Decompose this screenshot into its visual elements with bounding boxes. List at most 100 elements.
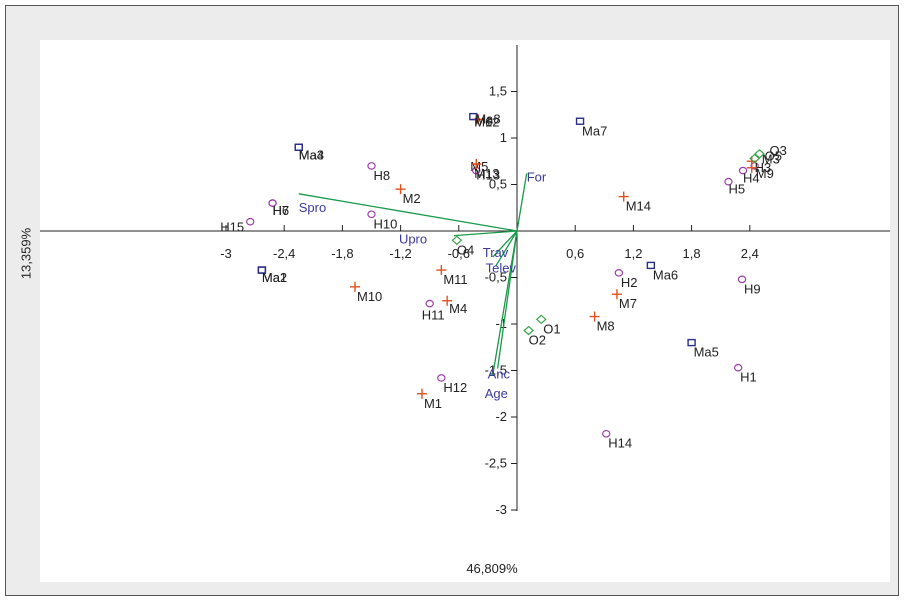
point-label: Ma6 (653, 267, 678, 282)
point-label: M7 (619, 296, 637, 311)
point-label: H7 (273, 203, 290, 218)
x-tick-label: 1,2 (624, 246, 642, 261)
point-marker-square (257, 266, 267, 274)
point-label: H2 (621, 275, 638, 290)
point-marker-circle (246, 217, 255, 226)
point-label: H9 (744, 281, 761, 296)
point-label: M4 (449, 301, 467, 316)
x-tick-label: 2,4 (741, 246, 759, 261)
point-label: Ma2 (262, 270, 287, 285)
point-marker-plus (436, 265, 447, 276)
variable-label: Upro (399, 232, 427, 247)
scatter-chart: -3 -2,4 -1,8 -1,2 -0,6 0,6 1,2 1,8 2,4 1,5 1 0,5 -0,… (40, 45, 890, 517)
point-marker-plus (471, 159, 482, 170)
point-label: Ma5 (694, 345, 719, 360)
y-axis-title: 13,359% (18, 227, 34, 280)
point-marker-square (294, 143, 303, 152)
point-marker-circle (367, 210, 376, 219)
point-marker-diamond (535, 314, 547, 325)
point-marker-square (575, 117, 585, 125)
variable-label: Trav (483, 245, 509, 260)
point-label: M10 (357, 289, 382, 304)
point-label: H11 (422, 308, 445, 323)
point-label: O4 (457, 242, 474, 257)
point-label: M1 (424, 396, 442, 411)
point-label: H12 (443, 380, 467, 395)
point-marker-diamond (451, 235, 463, 246)
point-label: Ma7 (582, 123, 607, 138)
point-marker-plus (442, 295, 453, 306)
point-label: O1 (543, 321, 560, 336)
point-marker-circle (738, 166, 748, 175)
y-tick-label: 1 (500, 130, 507, 145)
point-marker-plus (395, 184, 406, 195)
point-marker-diamond (749, 153, 761, 164)
point-marker-plus (618, 191, 629, 202)
point-label: O5 (765, 148, 782, 163)
variable-label: Spro (299, 200, 326, 215)
point-marker-circle (724, 177, 733, 186)
variable-arrow (453, 230, 518, 237)
point-label: H3 (755, 160, 772, 175)
point-label: H1 (740, 370, 757, 385)
y-tick-label: -2,5 (485, 456, 507, 471)
point-marker-square (687, 338, 696, 347)
y-tick-label: 0,5 (489, 177, 507, 192)
point-label: M13 (474, 166, 499, 181)
point-marker-circle (268, 199, 277, 207)
point-marker-circle (614, 269, 624, 277)
x-tick-label: 1,8 (683, 246, 701, 261)
x-tick-label: -2,4 (273, 246, 295, 261)
x-tick-label: -1,2 (389, 246, 411, 261)
variable-arrow (492, 230, 518, 376)
point-marker-plus (589, 311, 600, 322)
y-tick-label: -1,5 (485, 363, 507, 378)
chart-frame: -3 -2,4 -1,8 -1,2 -0,6 0,6 1,2 1,8 2,4 1,5 1 0,5 -0,… (5, 5, 899, 596)
plot-area: -3 -2,4 -1,8 -1,2 -0,6 0,6 1,2 1,8 2,4 1,5 1 0,5 -0,… (40, 40, 890, 582)
point-label: M5 (470, 159, 488, 174)
variable-arrow (516, 173, 528, 232)
x-tick-label: -1,8 (331, 246, 353, 261)
variable-label: Anc (488, 367, 511, 382)
point-label: M9 (756, 166, 774, 181)
point-label: O2 (529, 333, 546, 348)
variable-arrow (495, 230, 518, 267)
point-label: H10 (374, 216, 398, 231)
point-marker-square (646, 261, 656, 270)
point-label: H4 (743, 171, 760, 186)
y-tick-label: -0,5 (485, 270, 507, 285)
variable-label: Age (485, 386, 508, 401)
point-marker-diamond (754, 149, 765, 159)
variable-label: For (527, 169, 547, 184)
point-label: M2 (403, 191, 421, 206)
point-label: M3 (762, 151, 780, 166)
point-label: M14 (626, 199, 651, 214)
x-tick-label: 0,6 (566, 246, 584, 261)
point-label: O3 (770, 143, 787, 158)
x-tick-label: -3 (220, 246, 232, 261)
point-label: Ma3 (299, 147, 324, 162)
variable-arrow (298, 193, 518, 232)
x-tick-label: -0,6 (448, 246, 470, 261)
point-marker-plus (350, 281, 361, 292)
point-marker-plus (416, 388, 427, 399)
point-label: H8 (374, 168, 391, 183)
y-tick-label: -3 (495, 502, 507, 517)
point-label: Ma1 (262, 270, 287, 285)
point-label: M11 (443, 272, 467, 287)
point-marker-circle (737, 275, 747, 284)
point-marker-plus (746, 162, 757, 173)
y-tick-label: 1,5 (489, 84, 507, 99)
point-marker-circle (733, 363, 743, 372)
point-marker-square (469, 112, 478, 121)
point-marker-circle (437, 374, 446, 382)
point-marker-diamond (523, 325, 535, 336)
point-label: M8 (597, 319, 615, 334)
point-marker-plus (611, 289, 622, 300)
variable-label: Telev (486, 260, 517, 275)
point-label: H6 (273, 203, 290, 218)
point-marker-circle (425, 299, 434, 308)
x-axis-title: 46,809% (466, 561, 518, 576)
y-tick-label: -2 (495, 409, 507, 424)
point-label: H5 (728, 182, 745, 197)
